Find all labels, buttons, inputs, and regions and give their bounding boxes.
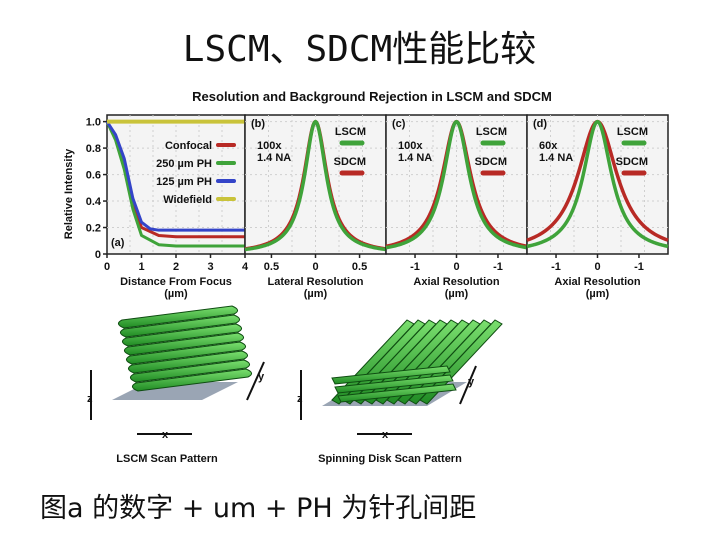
- legend-label: Widefield: [163, 194, 212, 206]
- slide-caption: 图a 的数字 + um + PH 为针孔间距: [40, 493, 477, 524]
- y-tick-label: 0.6: [86, 170, 101, 182]
- x-axis-label: Axial Resolution: [413, 276, 499, 288]
- x-axis-unit: (µm): [445, 288, 469, 300]
- lscm-scan-pattern: z y x LSCM Scan Pattern: [87, 305, 265, 465]
- lscm-y-axis-label: y: [258, 371, 265, 383]
- legend-label: 250 µm PH: [156, 158, 212, 170]
- x-tick-label: 0.5: [264, 261, 279, 273]
- sdcm-scan-stripes: [331, 319, 503, 405]
- legend-label: LSCM: [335, 126, 366, 138]
- x-axis-label: Lateral Resolution: [268, 276, 364, 288]
- lscm-scan-label: LSCM Scan Pattern: [116, 453, 218, 465]
- x-axis-label: Distance From Focus: [120, 276, 232, 288]
- x-axis-label: Axial Resolution: [554, 276, 640, 288]
- legend-label: Confocal: [165, 140, 212, 152]
- lscm-y-axis-arrow: [246, 361, 265, 401]
- legend-label: SDCM: [475, 156, 507, 168]
- series-line: [244, 119, 387, 252]
- y-tick-label: 0.8: [86, 143, 101, 155]
- legend-label: LSCM: [617, 126, 648, 138]
- y-axis-label: Relative Intensity: [63, 148, 75, 239]
- legend-label: 125 µm PH: [156, 176, 212, 188]
- x-axis-unit: (µm): [164, 288, 188, 300]
- y-tick-label: 0: [95, 249, 101, 261]
- panel-letter: (c): [392, 118, 406, 130]
- panel-letter: (b): [251, 118, 265, 130]
- slide-title: LSCM、SDCM性能比较: [182, 29, 537, 70]
- lscm-x-axis-label: x: [162, 429, 169, 441]
- scan-loop: [120, 314, 240, 338]
- x-tick-label: 0: [104, 261, 110, 273]
- scan-loop: [128, 350, 248, 374]
- scan-stripe: [337, 383, 457, 403]
- x-tick-label: -1: [551, 261, 561, 273]
- series-line: [105, 120, 245, 232]
- objective-label: 60x: [539, 140, 558, 152]
- series-line: [105, 120, 245, 248]
- scan-loop: [124, 332, 244, 356]
- sdcm-y-axis-arrow: [459, 365, 477, 405]
- objective-label: 1.4 NA: [257, 152, 291, 164]
- x-axis-unit: (µm): [304, 288, 328, 300]
- scan-loop: [118, 305, 238, 329]
- x-tick-label: 4: [242, 261, 249, 273]
- panel-letter: (d): [533, 118, 547, 130]
- sdcm-x-axis-label: x: [382, 429, 389, 441]
- lscm-scan-loops: [118, 305, 252, 392]
- x-tick-label: 0: [312, 261, 318, 273]
- x-axis-unit: (µm): [586, 288, 610, 300]
- y-tick-label: 0.4: [86, 196, 102, 208]
- sdcm-y-axis-label: y: [468, 376, 475, 388]
- figure: Resolution and Background Rejection in L…: [63, 89, 669, 465]
- legend-label: LSCM: [476, 126, 507, 138]
- scan-loop: [122, 323, 242, 347]
- x-tick-label: -1: [410, 261, 420, 273]
- legend-label: SDCM: [616, 156, 648, 168]
- objective-label: 1.4 NA: [539, 152, 573, 164]
- x-tick-label: 1: [138, 261, 144, 273]
- x-tick-label: 2: [173, 261, 179, 273]
- scan-loop: [132, 368, 252, 392]
- series-line: [526, 119, 669, 249]
- legend-label: SDCM: [334, 156, 366, 168]
- x-tick-label: 0: [594, 261, 600, 273]
- chart-title: Resolution and Background Rejection in L…: [192, 89, 552, 104]
- objective-label: 1.4 NA: [398, 152, 432, 164]
- objective-label: 100x: [398, 140, 423, 152]
- y-tick-label: 1.0: [86, 117, 101, 129]
- scan-loop: [126, 341, 246, 365]
- scan-stripe: [419, 319, 503, 405]
- x-tick-label: 0: [453, 261, 459, 273]
- x-tick-label: -1: [493, 261, 503, 273]
- panel-letter: (a): [111, 237, 125, 249]
- scan-stripe: [334, 374, 454, 394]
- objective-label: 100x: [257, 140, 282, 152]
- x-tick-label: -1: [634, 261, 644, 273]
- sdcm-scan-pattern: z y x Spinning Disk Scan Pattern: [297, 319, 503, 465]
- scan-stripe: [331, 365, 451, 385]
- series-line: [385, 119, 528, 250]
- sdcm-scan-label: Spinning Disk Scan Pattern: [318, 453, 462, 465]
- y-tick-label: 0.2: [86, 223, 101, 235]
- x-tick-label: 3: [207, 261, 213, 273]
- scan-loop: [130, 359, 250, 383]
- x-tick-label: 0.5: [352, 261, 367, 273]
